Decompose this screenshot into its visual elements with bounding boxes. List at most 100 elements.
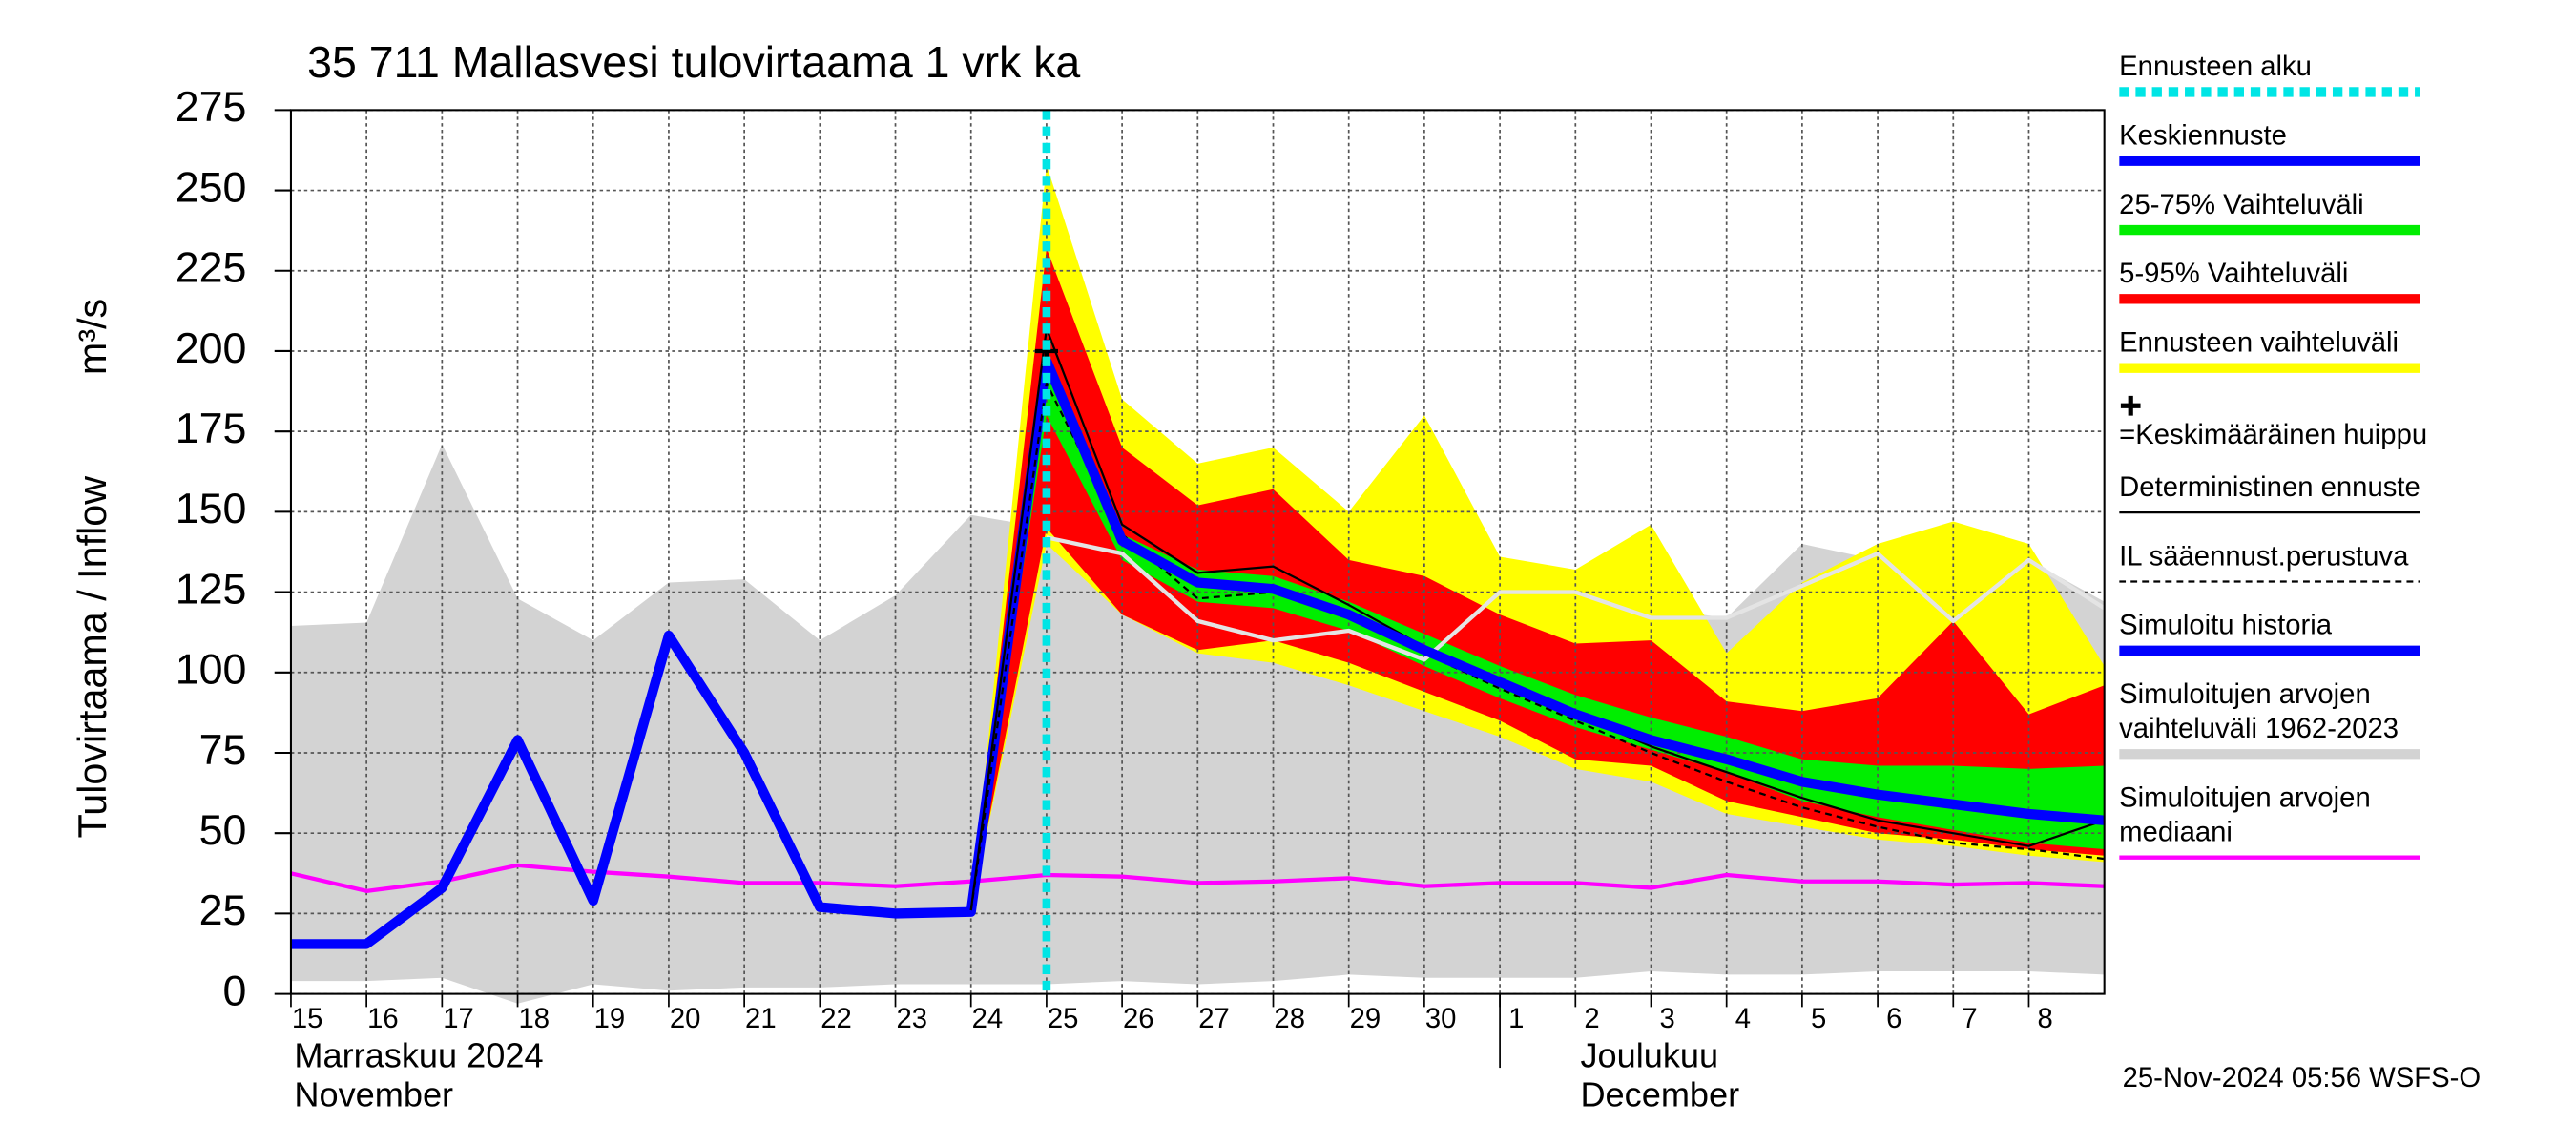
legend-item: Simuloitujen arvojen vaihteluväli 1962-2… <box>2119 677 2447 762</box>
x-tick-label: 29 <box>1350 1004 1381 1034</box>
series-line <box>290 863 2105 893</box>
legend-swatch <box>2119 855 2420 860</box>
x-tick-label: 27 <box>1198 1004 1230 1034</box>
legend-text: IL sääennust.perustuva <box>2119 540 2409 572</box>
legend-text: Deterministinen ennuste <box>2119 471 2420 503</box>
month-label-en: November <box>294 1075 453 1114</box>
month-label: Marraskuu 2024 <box>294 1035 543 1074</box>
x-tick-label: 28 <box>1274 1004 1305 1034</box>
legend-text: =Keskimääräinen huippu <box>2119 419 2428 450</box>
legend-item: Ennusteen alku <box>2119 50 2447 100</box>
legend-peak-cross <box>2120 395 2141 416</box>
y-tick-label: 150 <box>176 485 247 532</box>
lines <box>290 110 2106 994</box>
legend-item: Deterministinen ennuste <box>2119 469 2447 520</box>
y-tick-label: 25 <box>199 886 247 934</box>
legend-label: Simuloitu historia <box>2119 608 2447 642</box>
legend-label: Deterministinen ennuste <box>2119 469 2447 504</box>
chart-title: 35 711 Mallasvesi tulovirtaama 1 vrk ka <box>307 37 1080 87</box>
legend-label: IL sääennust.perustuva <box>2119 539 2447 573</box>
plot-frame <box>289 109 2106 995</box>
y-tick-label: 100 <box>176 646 247 694</box>
x-tick-label: 3 <box>1660 1004 1675 1034</box>
x-tick-label: 20 <box>670 1004 701 1034</box>
x-tick-label: 19 <box>594 1004 626 1034</box>
legend-text: Keskiennuste <box>2119 119 2287 152</box>
legend-text: Simuloitujen arvojen vaihteluväli 1962-2… <box>2119 678 2399 744</box>
x-tick-label: 1 <box>1508 1004 1524 1034</box>
legend-item: 5-95% Vaihteluväli <box>2119 257 2447 307</box>
legend-text: Simuloitujen arvojen mediaani <box>2119 781 2371 848</box>
y-axis-unit: m³/s <box>71 299 114 375</box>
legend-text: Ennusteen alku <box>2119 51 2312 83</box>
legend-swatch <box>2119 156 2420 166</box>
legend-swatch <box>2119 645 2420 656</box>
legend-item: Ennusteen vaihteluväli <box>2119 325 2447 376</box>
legend-swatch <box>2119 511 2420 514</box>
legend-item: Simuloitujen arvojen mediaani <box>2119 781 2447 866</box>
x-tick-label: 18 <box>518 1004 550 1034</box>
y-tick-label: 125 <box>176 565 247 613</box>
y-tick-label: 0 <box>223 967 247 1014</box>
legend-peak-icon <box>2120 395 2141 416</box>
x-tick-label: 17 <box>443 1004 474 1034</box>
y-tick-label: 200 <box>176 324 247 372</box>
x-tick-label: 23 <box>896 1004 927 1034</box>
x-tick-label: 15 <box>292 1004 323 1034</box>
x-tick-label: 16 <box>367 1004 399 1034</box>
legend-item: Simuloitu historia <box>2119 608 2447 658</box>
footer: 25-Nov-2024 05:56 WSFS-O <box>2123 1063 2482 1093</box>
legend: Ennusteen alku Keskiennuste 25-75% Vaihtel… <box>2119 50 2447 866</box>
x-tick-label: 8 <box>2038 1004 2053 1034</box>
month-label: Joulukuu <box>1580 1035 1718 1074</box>
legend-label: Simuloitujen arvojen mediaani <box>2119 781 2447 849</box>
x-tick-label: 24 <box>972 1004 1004 1034</box>
legend-swatch <box>2119 749 2420 760</box>
legend-label: Ennusteen vaihteluväli <box>2119 325 2447 360</box>
legend-swatch <box>2119 294 2420 304</box>
legend-text: Simuloitu historia <box>2119 609 2333 641</box>
legend-item: 25-75% Vaihteluväli <box>2119 187 2447 238</box>
legend-item: IL sääennust.perustuva <box>2119 539 2447 590</box>
month-label-en: December <box>1580 1075 1739 1114</box>
x-tick-label: 25 <box>1048 1004 1079 1034</box>
legend-label: =Keskimääräinen huippu <box>2119 394 2447 451</box>
range-band <box>970 366 2105 911</box>
legend-text: 25-75% Vaihteluväli <box>2119 188 2364 220</box>
legend-item: Keskiennuste <box>2119 118 2447 169</box>
y-tick-label: 75 <box>199 726 247 774</box>
legend-text: 5-95% Vaihteluväli <box>2119 258 2349 290</box>
series-line <box>1042 359 2106 825</box>
x-tick-label: 26 <box>1123 1004 1154 1034</box>
y-tick-label: 225 <box>176 244 247 292</box>
x-tick-label: 6 <box>1886 1004 1901 1034</box>
series-line <box>290 360 1052 949</box>
x-tick-label: 7 <box>1962 1004 1977 1034</box>
range-band <box>970 248 2105 911</box>
legend-swatch <box>2119 224 2420 236</box>
y-tick-label: 275 <box>176 83 247 131</box>
series-line <box>1046 535 2106 662</box>
x-tick-label: 21 <box>745 1004 777 1034</box>
y-tick-label: 175 <box>176 405 247 452</box>
legend-label: 25-75% Vaihteluväli <box>2119 187 2447 221</box>
legend-swatch <box>2119 87 2420 97</box>
legend-label: Keskiennuste <box>2119 118 2447 153</box>
legend-item: =Keskimääräinen huippu <box>2119 394 2447 451</box>
x-tick-label: 5 <box>1811 1004 1826 1034</box>
legend-label: 5-95% Vaihteluväli <box>2119 257 2447 291</box>
y-tick-label: 250 <box>176 163 247 211</box>
y-tick-label: 50 <box>199 806 247 854</box>
y-axis-label: Tulovirtaama / Inflow <box>71 476 114 839</box>
x-tick-label: 22 <box>821 1004 852 1034</box>
legend-text: Ennusteen vaihteluväli <box>2119 326 2399 359</box>
legend-label: Simuloitujen arvojen vaihteluväli 1962-2… <box>2119 677 2447 745</box>
legend-swatch <box>2119 580 2420 583</box>
legend-box: Ennusteen alku Keskiennuste 25-75% Vaihtel… <box>2119 50 2447 866</box>
x-tick-label: 4 <box>1735 1004 1751 1034</box>
x-tick-label: 30 <box>1425 1004 1457 1034</box>
legend-swatch <box>2119 363 2420 373</box>
